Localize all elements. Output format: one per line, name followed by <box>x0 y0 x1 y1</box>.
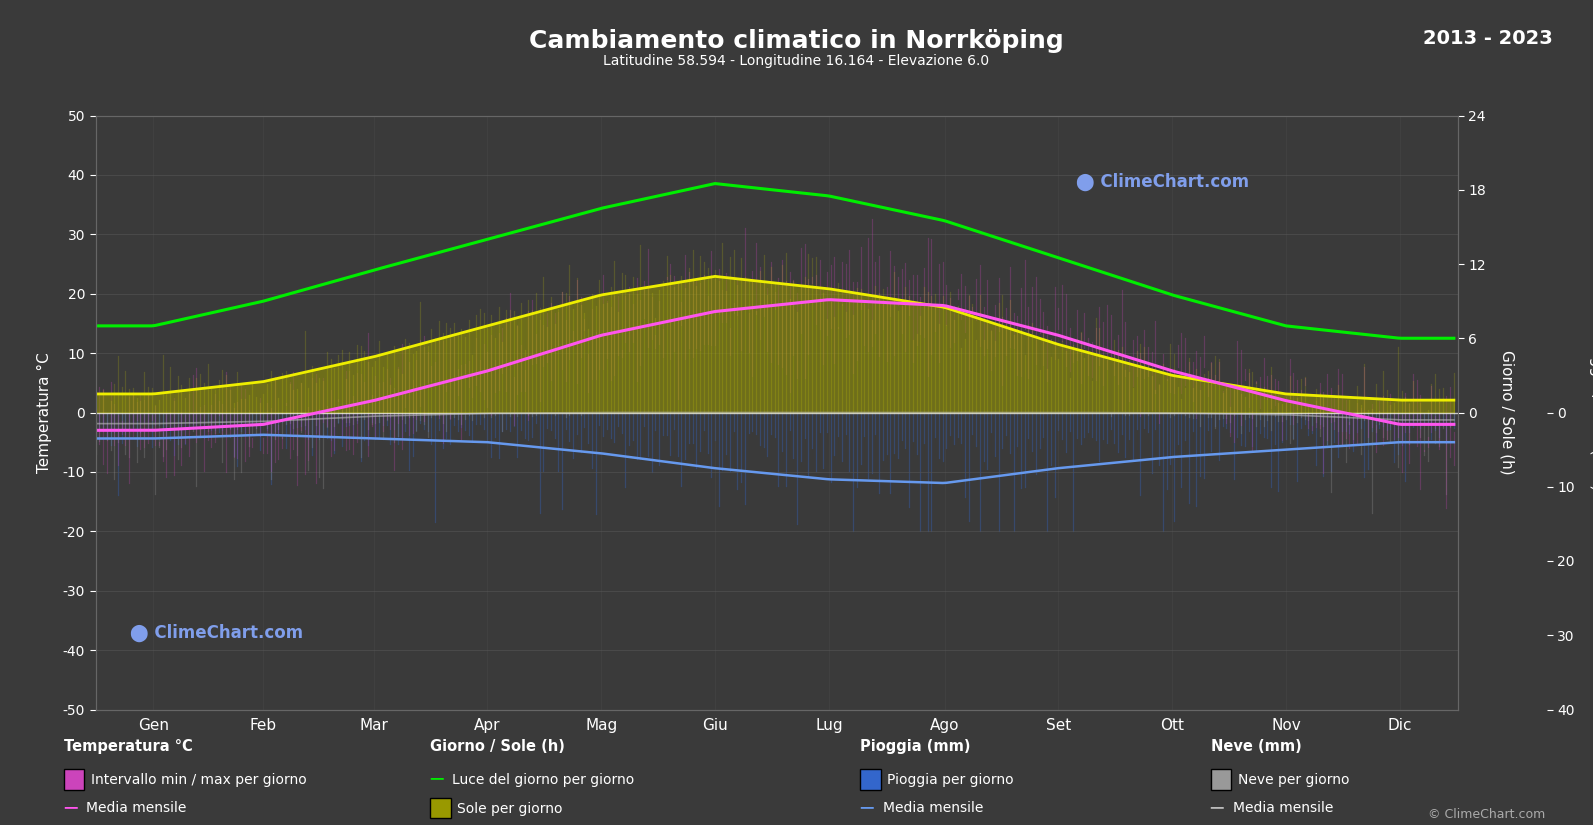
Text: ─: ─ <box>64 799 76 818</box>
Text: Media mensile: Media mensile <box>86 802 186 815</box>
Text: Sole per giorno: Sole per giorno <box>457 802 562 815</box>
Text: Pioggia per giorno: Pioggia per giorno <box>887 773 1013 786</box>
Y-axis label: Pioggia / Neve (mm): Pioggia / Neve (mm) <box>1588 334 1593 491</box>
Text: 2013 - 2023: 2013 - 2023 <box>1424 29 1553 48</box>
Text: Luce del giorno per giorno: Luce del giorno per giorno <box>452 773 634 786</box>
Text: ─: ─ <box>860 799 873 818</box>
Text: Media mensile: Media mensile <box>1233 802 1333 815</box>
Text: Neve (mm): Neve (mm) <box>1211 738 1301 754</box>
Text: © ClimeChart.com: © ClimeChart.com <box>1427 808 1545 821</box>
Text: Intervallo min / max per giorno: Intervallo min / max per giorno <box>91 773 306 786</box>
Text: ⬤ ClimeChart.com: ⬤ ClimeChart.com <box>1077 172 1249 191</box>
Text: Cambiamento climatico in Norrköping: Cambiamento climatico in Norrköping <box>529 29 1064 53</box>
Y-axis label: Temperatura °C: Temperatura °C <box>37 352 51 473</box>
Text: Media mensile: Media mensile <box>883 802 983 815</box>
Text: Neve per giorno: Neve per giorno <box>1238 773 1349 786</box>
Text: Pioggia (mm): Pioggia (mm) <box>860 738 970 754</box>
Text: Latitudine 58.594 - Longitudine 16.164 - Elevazione 6.0: Latitudine 58.594 - Longitudine 16.164 -… <box>604 54 989 68</box>
Text: ─: ─ <box>430 770 443 790</box>
Text: ─: ─ <box>1211 799 1223 818</box>
Text: ⬤ ClimeChart.com: ⬤ ClimeChart.com <box>129 625 303 643</box>
Text: Giorno / Sole (h): Giorno / Sole (h) <box>430 738 566 754</box>
Text: Temperatura °C: Temperatura °C <box>64 738 193 754</box>
Y-axis label: Giorno / Sole (h): Giorno / Sole (h) <box>1499 350 1515 475</box>
